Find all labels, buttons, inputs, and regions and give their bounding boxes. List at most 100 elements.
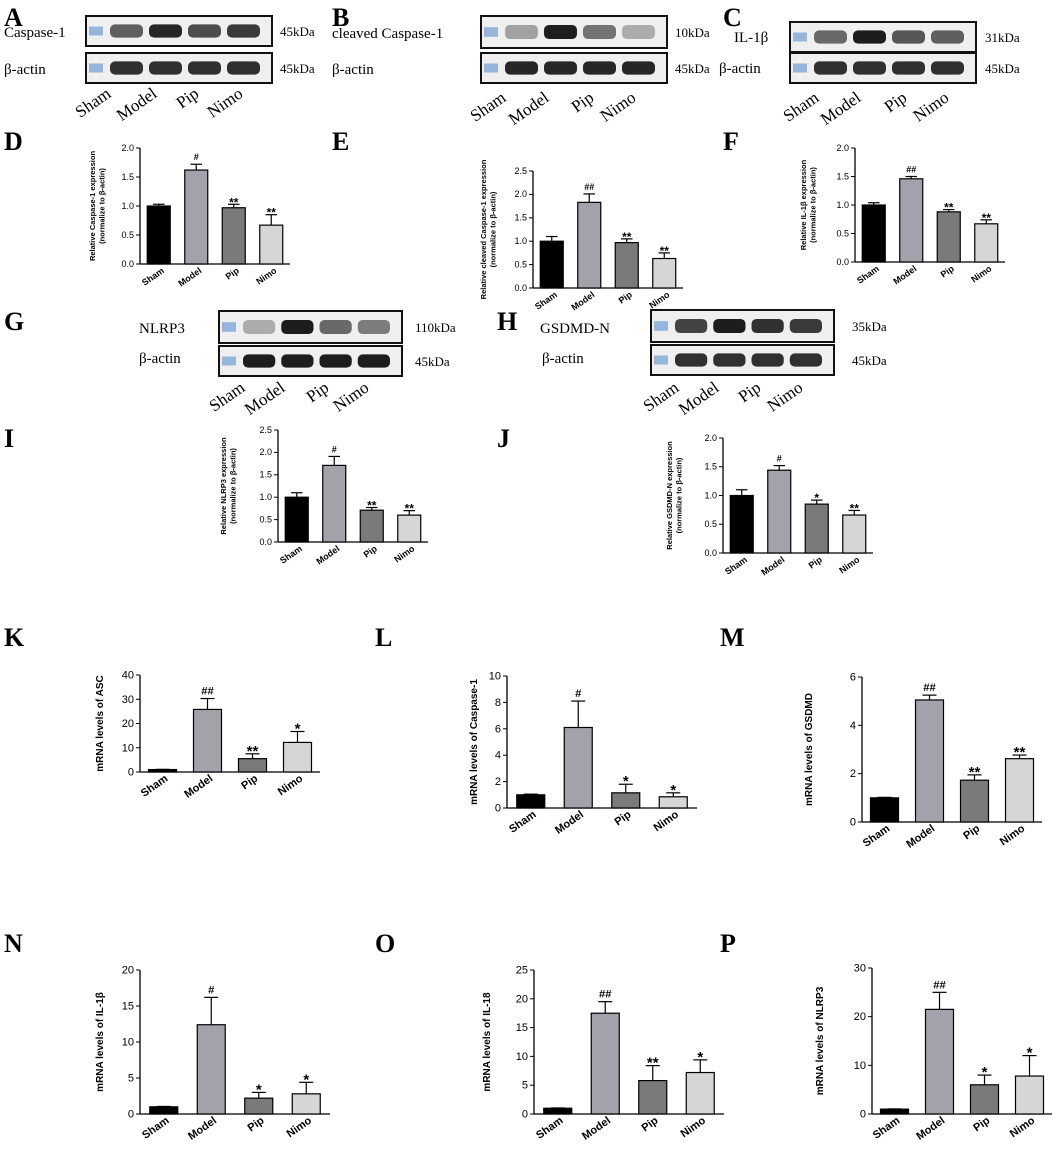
blot-band <box>110 61 143 75</box>
bar <box>767 469 792 554</box>
y-tick-label: 0 <box>128 1109 134 1121</box>
bar <box>869 797 900 823</box>
significance-marker: ** <box>944 201 954 215</box>
bar <box>652 257 677 289</box>
y-tick-label: 10 <box>122 1037 134 1049</box>
significance-marker: * <box>623 773 629 790</box>
significance-marker: # <box>332 444 337 454</box>
category-label: Model <box>569 289 596 312</box>
bar <box>1014 1075 1045 1115</box>
category-label: Nimo <box>1008 1114 1038 1140</box>
chart-panel-D: D 0.0 0.5 1.0 1.5 2.0 Relative Caspase-1 expre… <box>4 127 290 289</box>
lane-label: Nimo <box>330 378 373 416</box>
bar <box>291 1093 321 1115</box>
blot-band <box>751 318 784 334</box>
category-label: Model <box>580 1115 613 1143</box>
significance-marker: * <box>295 721 301 738</box>
bar <box>192 708 223 773</box>
category-label: Sham <box>278 543 304 565</box>
blot-band <box>544 24 577 40</box>
significance-marker: ## <box>599 989 612 1001</box>
lane-label: Model <box>241 378 288 419</box>
bar <box>539 240 564 289</box>
category-label: Nimo <box>969 263 994 284</box>
bar <box>196 1024 226 1115</box>
y-axis-label: Relative cleaved Caspase-1 expression <box>479 159 488 299</box>
y-axis-label: mRNA levels of ASC <box>95 675 106 772</box>
significance-marker: * <box>814 491 819 505</box>
category-label: Nimo <box>679 1114 709 1140</box>
blot-protein-label: cleaved Caspase-1 <box>332 26 443 42</box>
chart-panel-L: L 0 2 4 6 8 10 mRNA levels of Caspase-1 Sham # Mod… <box>375 623 697 837</box>
panel-letter: A <box>4 3 23 32</box>
y-tick-label: 0.5 <box>836 228 849 238</box>
panel-letter: L <box>375 623 392 652</box>
category-label: Pip <box>939 263 957 280</box>
kda-label: 45kDa <box>415 354 450 369</box>
lane-label: Pip <box>568 88 597 117</box>
ladder-marker <box>222 322 236 332</box>
bar <box>516 794 546 809</box>
lane-label: Pip <box>735 378 764 407</box>
blot-band <box>319 319 352 335</box>
blot-protein-label: β-actin <box>719 61 761 77</box>
blot-band <box>892 61 925 75</box>
y-axis-label: (normalize to β-actin) <box>675 457 684 533</box>
significance-marker: * <box>1027 1045 1033 1062</box>
significance-marker: ** <box>969 764 981 781</box>
y-tick-label: 10 <box>516 1051 528 1063</box>
y-tick-label: 30 <box>854 963 866 975</box>
blot-band <box>544 61 577 75</box>
kda-label: 110kDa <box>415 320 456 335</box>
blot-band <box>751 353 784 367</box>
significance-marker: ** <box>850 501 860 515</box>
bar <box>577 201 602 289</box>
y-tick-label: 10 <box>122 742 134 754</box>
bar <box>284 496 309 543</box>
ladder-marker <box>484 63 498 73</box>
blot-protein-label: β-actin <box>139 351 181 367</box>
y-tick-label: 6 <box>850 672 856 684</box>
y-axis-label: Relative NLRP3 expression <box>219 437 228 535</box>
significance-marker: ** <box>622 230 632 244</box>
bar <box>804 503 829 554</box>
category-label: Nimo <box>285 1114 315 1140</box>
lane-label: Model <box>113 84 160 125</box>
y-tick-label: 1.0 <box>259 492 272 502</box>
category-label: Pip <box>246 1114 267 1134</box>
bar <box>543 1107 573 1115</box>
category-label: Model <box>176 265 203 288</box>
y-tick-label: 15 <box>122 1001 134 1013</box>
significance-marker: ## <box>584 182 594 192</box>
category-label: Model <box>314 543 341 566</box>
bar <box>842 514 867 554</box>
y-tick-label: 30 <box>122 694 134 706</box>
blot-band <box>188 61 221 75</box>
kda-label: 45kDa <box>675 61 710 76</box>
significance-marker: ** <box>1014 744 1026 761</box>
category-label: Pip <box>224 265 242 282</box>
blot-band <box>357 354 390 368</box>
significance-marker: ** <box>647 1055 659 1072</box>
y-tick-label: 0 <box>850 817 856 829</box>
panel-letter: G <box>4 307 24 336</box>
y-tick-label: 2.5 <box>514 166 527 176</box>
y-tick-label: 1.5 <box>514 213 527 223</box>
kda-label: 31kDa <box>985 30 1020 45</box>
y-axis-label: mRNA levels of IL-1β <box>95 992 106 1092</box>
bar <box>282 741 313 773</box>
category-label: Sham <box>723 554 749 576</box>
bar <box>146 205 171 265</box>
blot-band <box>892 30 925 44</box>
panel-letter: N <box>4 929 23 958</box>
significance-marker: ## <box>933 979 946 991</box>
blot-band <box>814 30 847 44</box>
kda-label: 45kDa <box>852 353 887 368</box>
bar <box>611 792 641 809</box>
kda-label: 35kDa <box>852 319 887 334</box>
chart-panel-M: M 0 2 4 6 mRNA levels of GSDMD Sham ## Model ** Pi… <box>720 623 1042 851</box>
bar <box>590 1012 620 1115</box>
y-tick-label: 0.0 <box>836 257 849 267</box>
y-tick-label: 20 <box>516 993 528 1005</box>
